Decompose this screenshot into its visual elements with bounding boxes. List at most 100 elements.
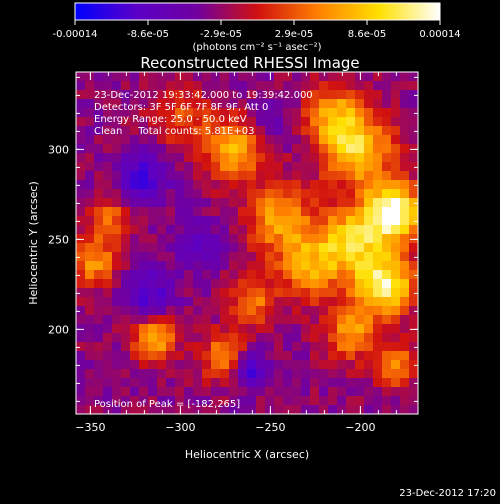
heatmap-cell (238, 387, 248, 397)
heatmap-cell (139, 243, 149, 253)
heatmap-cell (247, 360, 257, 370)
heatmap-cell (121, 225, 131, 235)
heatmap-cell (373, 198, 383, 208)
heatmap-cell (274, 279, 284, 289)
heatmap-cell (103, 243, 113, 253)
heatmap-cell (247, 342, 257, 352)
heatmap-cell (337, 162, 347, 172)
heatmap-cell (148, 198, 158, 208)
heatmap-cell (76, 162, 86, 172)
heatmap-cell (130, 216, 140, 226)
heatmap-cell (400, 189, 410, 199)
heatmap-cell (373, 117, 383, 127)
heatmap-cell (175, 81, 185, 91)
heatmap-cell (94, 378, 104, 388)
heatmap-cell (346, 297, 356, 307)
heatmap-cell (157, 144, 167, 154)
heatmap-cell (292, 306, 302, 316)
heatmap-cell (292, 288, 302, 298)
heatmap-cell (247, 378, 257, 388)
heatmap-cell (274, 171, 284, 181)
heatmap-cell (112, 162, 122, 172)
heatmap-cell (229, 279, 239, 289)
heatmap-cell (301, 297, 311, 307)
heatmap-cell (175, 369, 185, 379)
heatmap-cell (319, 198, 329, 208)
heatmap-cell (166, 369, 176, 379)
heatmap-cell (382, 99, 392, 109)
heatmap-cell (382, 171, 392, 181)
heatmap-cell (328, 162, 338, 172)
heatmap-cell (400, 387, 410, 397)
heatmap-cell (337, 234, 347, 244)
heatmap-cell (274, 216, 284, 226)
heatmap-cell (220, 108, 230, 118)
heatmap-cell (247, 108, 257, 118)
heatmap-cell (382, 288, 392, 298)
heatmap-cell (148, 180, 158, 190)
heatmap-cell (319, 387, 329, 397)
heatmap-cell (229, 234, 239, 244)
heatmap-cell (220, 387, 230, 397)
heatmap-cell (247, 243, 257, 253)
heatmap-cell (103, 297, 113, 307)
heatmap-cell (130, 207, 140, 217)
heatmap-cell (184, 279, 194, 289)
heatmap-cell (103, 144, 113, 154)
heatmap-cell (184, 207, 194, 217)
heatmap-cell (211, 225, 221, 235)
heatmap-cell (130, 81, 140, 91)
heatmap-cell (265, 252, 275, 262)
heatmap-cell (328, 72, 338, 82)
heatmap-cell (76, 144, 86, 154)
heatmap-cell (139, 225, 149, 235)
heatmap-cell (283, 288, 293, 298)
heatmap-cell (256, 216, 266, 226)
heatmap-cell (373, 216, 383, 226)
heatmap-cell (76, 108, 86, 118)
heatmap-cell (229, 108, 239, 118)
heatmap-cell (400, 288, 410, 298)
heatmap-cell (409, 387, 418, 397)
heatmap-cell (346, 171, 356, 181)
heatmap-cell (256, 288, 266, 298)
heatmap-cell (175, 135, 185, 145)
heatmap-cell (355, 369, 365, 379)
heatmap-cell (247, 117, 257, 127)
heatmap-cell (238, 108, 248, 118)
heatmap-cell (400, 252, 410, 262)
heatmap-cell (166, 396, 176, 406)
heatmap-cell (94, 405, 104, 414)
heatmap-cell (364, 225, 374, 235)
heatmap-cell (382, 306, 392, 316)
heatmap-cell (256, 396, 266, 406)
heatmap-cell (373, 342, 383, 352)
heatmap-cell (157, 81, 167, 91)
heatmap-cell (283, 198, 293, 208)
heatmap-cell (112, 378, 122, 388)
heatmap-cell (211, 117, 221, 127)
heatmap-cell (346, 243, 356, 253)
heatmap-cell (76, 324, 86, 334)
heatmap-cell (130, 117, 140, 127)
heatmap-cell (382, 333, 392, 343)
heatmap-cell (328, 261, 338, 271)
heatmap-cell (355, 351, 365, 361)
heatmap-cell (193, 270, 203, 280)
heatmap-cell (148, 243, 158, 253)
heatmap-cell (355, 378, 365, 388)
heatmap-cell (382, 81, 392, 91)
heatmap-cell (157, 306, 167, 316)
heatmap-cell (328, 234, 338, 244)
heatmap-cell (76, 288, 86, 298)
heatmap-cell (346, 216, 356, 226)
heatmap-cell (94, 198, 104, 208)
heatmap-cell (121, 90, 131, 100)
heatmap-cell (139, 360, 149, 370)
heatmap-cell (265, 135, 275, 145)
heatmap-cell (400, 216, 410, 226)
heatmap-cell (301, 279, 311, 289)
heatmap-cell (148, 108, 158, 118)
heatmap-cell (391, 126, 401, 136)
heatmap-cell (229, 315, 239, 325)
